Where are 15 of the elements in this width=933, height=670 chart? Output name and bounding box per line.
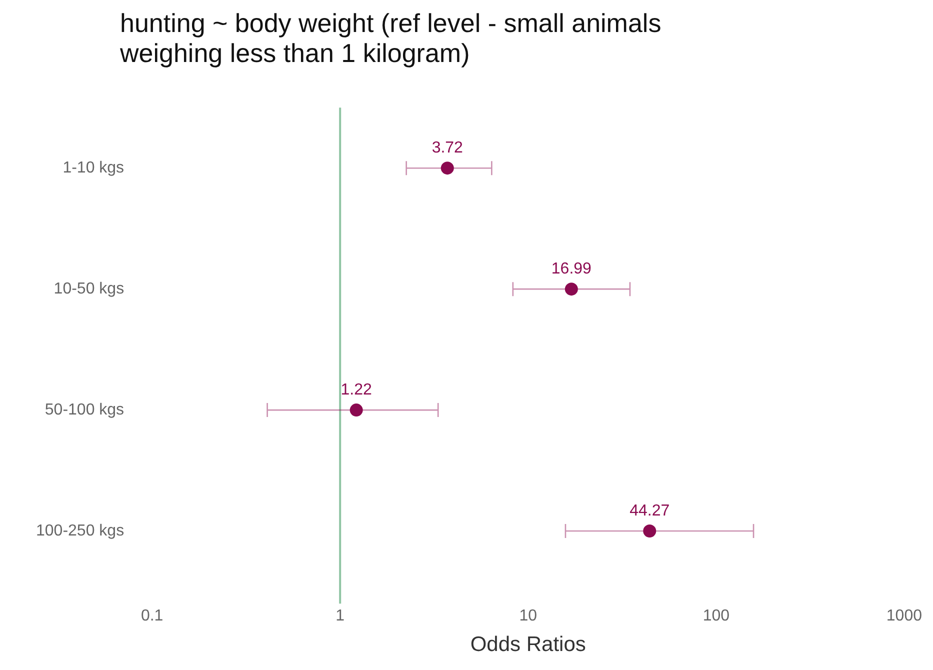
y-tick-label: 100-250 kgs <box>36 522 124 540</box>
y-tick-label: 1-10 kgs <box>62 159 124 176</box>
x-tick-label: 0.1 <box>140 608 164 625</box>
x-axis-title: Odds Ratios <box>470 633 586 656</box>
x-tick-label: 100 <box>702 608 730 625</box>
x-tick-label: 10 <box>519 608 538 625</box>
chart-title: hunting ~ body weight (ref level - small animals weighing less than 1 kilogram) <box>120 8 662 70</box>
x-tick-label: 1 <box>336 608 345 625</box>
x-tick-label: 1000 <box>886 608 922 625</box>
y-tick-label: 50-100 kgs <box>44 401 124 418</box>
data-label: 1.22 <box>340 381 372 398</box>
data-label: 44.27 <box>630 502 670 520</box>
data-label: 16.99 <box>551 260 592 278</box>
y-tick-label: 10-50 kgs <box>54 280 124 298</box>
data-label: 3.72 <box>432 139 464 156</box>
